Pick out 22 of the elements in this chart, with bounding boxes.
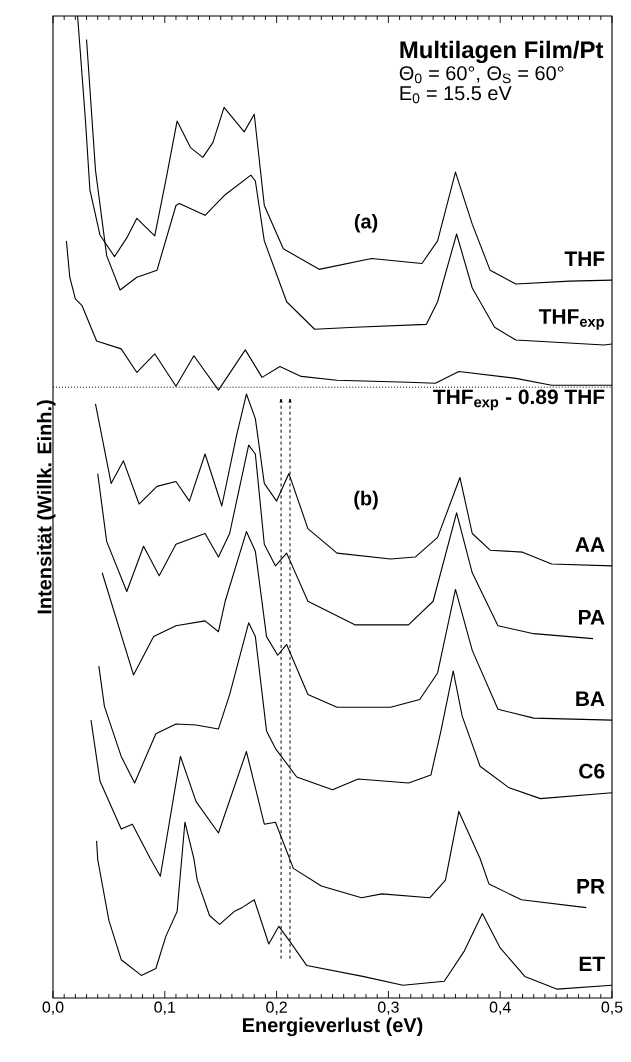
x-axis-title: Energieverlust (eV) (243, 1017, 423, 1037)
text: Θ$_{0}$ = 60°, Θ$_{S}$ = 60° (399, 66, 564, 84)
series-label: AA (575, 537, 605, 552)
x-tick-label: 0,2 (266, 1001, 287, 1015)
series-label: THF (564, 251, 605, 266)
series-label: THF$_{exp}$ - 0.89 THF (433, 389, 605, 411)
x-tick-label: 0,4 (489, 1001, 511, 1015)
series-label: PA (578, 609, 605, 625)
x-tick-label: 0,0 (42, 1001, 64, 1015)
annotation: (b) (354, 490, 378, 510)
series-label: ET (579, 956, 605, 972)
series-label: PR (577, 879, 605, 894)
series-label: C6 (579, 763, 605, 779)
x-tick-label: 0,3 (377, 1001, 399, 1015)
x-tick-label: 0,1 (154, 1001, 176, 1015)
x-tick-label: 0,5 (601, 1001, 623, 1015)
series-label: THF$_{exp}$ (538, 309, 604, 330)
text: Multilagen Film/Pt (400, 40, 604, 64)
annotation: E$_{0}$ = 15.5 eV (400, 86, 512, 104)
series-label: BA (576, 691, 605, 706)
y-axis-title: Intensität (Willk. Einh.) (36, 400, 56, 614)
annotation: (a) (354, 213, 378, 233)
